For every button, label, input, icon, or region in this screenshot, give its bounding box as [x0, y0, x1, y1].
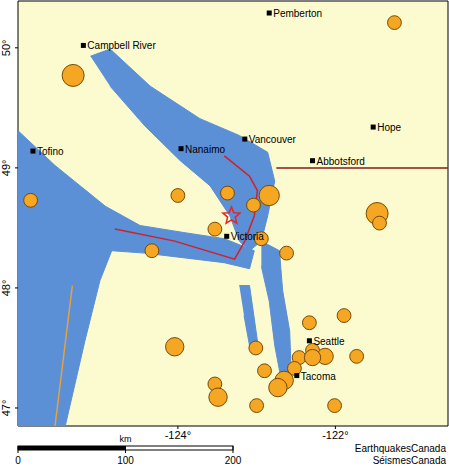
- svg-text:0: 0: [15, 455, 21, 466]
- svg-text:Vancouver: Vancouver: [249, 134, 297, 145]
- svg-text:Tacoma: Tacoma: [301, 371, 336, 382]
- svg-text:49°: 49°: [8, 160, 12, 177]
- svg-text:-122°: -122°: [322, 429, 348, 441]
- svg-text:47°: 47°: [8, 400, 12, 417]
- svg-text:-124°: -124°: [165, 429, 191, 441]
- svg-text:100: 100: [117, 455, 134, 466]
- svg-text:SéismesCanada: SéismesCanada: [373, 455, 441, 466]
- svg-text:48°: 48°: [8, 280, 12, 297]
- svg-text:Campbell River: Campbell River: [87, 40, 156, 51]
- svg-text:50°: 50°: [8, 40, 12, 57]
- svg-text:Victoria: Victoria: [231, 231, 265, 242]
- svg-text:Nanaimo: Nanaimo: [185, 144, 225, 155]
- svg-text:Hope: Hope: [377, 122, 401, 133]
- svg-text:Abbotsford: Abbotsford: [317, 156, 365, 167]
- svg-text:EarthquakesCanada: EarthquakesCanada: [355, 443, 441, 454]
- svg-text:Pemberton: Pemberton: [273, 8, 322, 19]
- svg-text:200: 200: [225, 455, 242, 466]
- svg-text:km: km: [120, 434, 132, 444]
- svg-text:Tofino: Tofino: [37, 146, 64, 157]
- svg-text:Seattle: Seattle: [313, 336, 345, 347]
